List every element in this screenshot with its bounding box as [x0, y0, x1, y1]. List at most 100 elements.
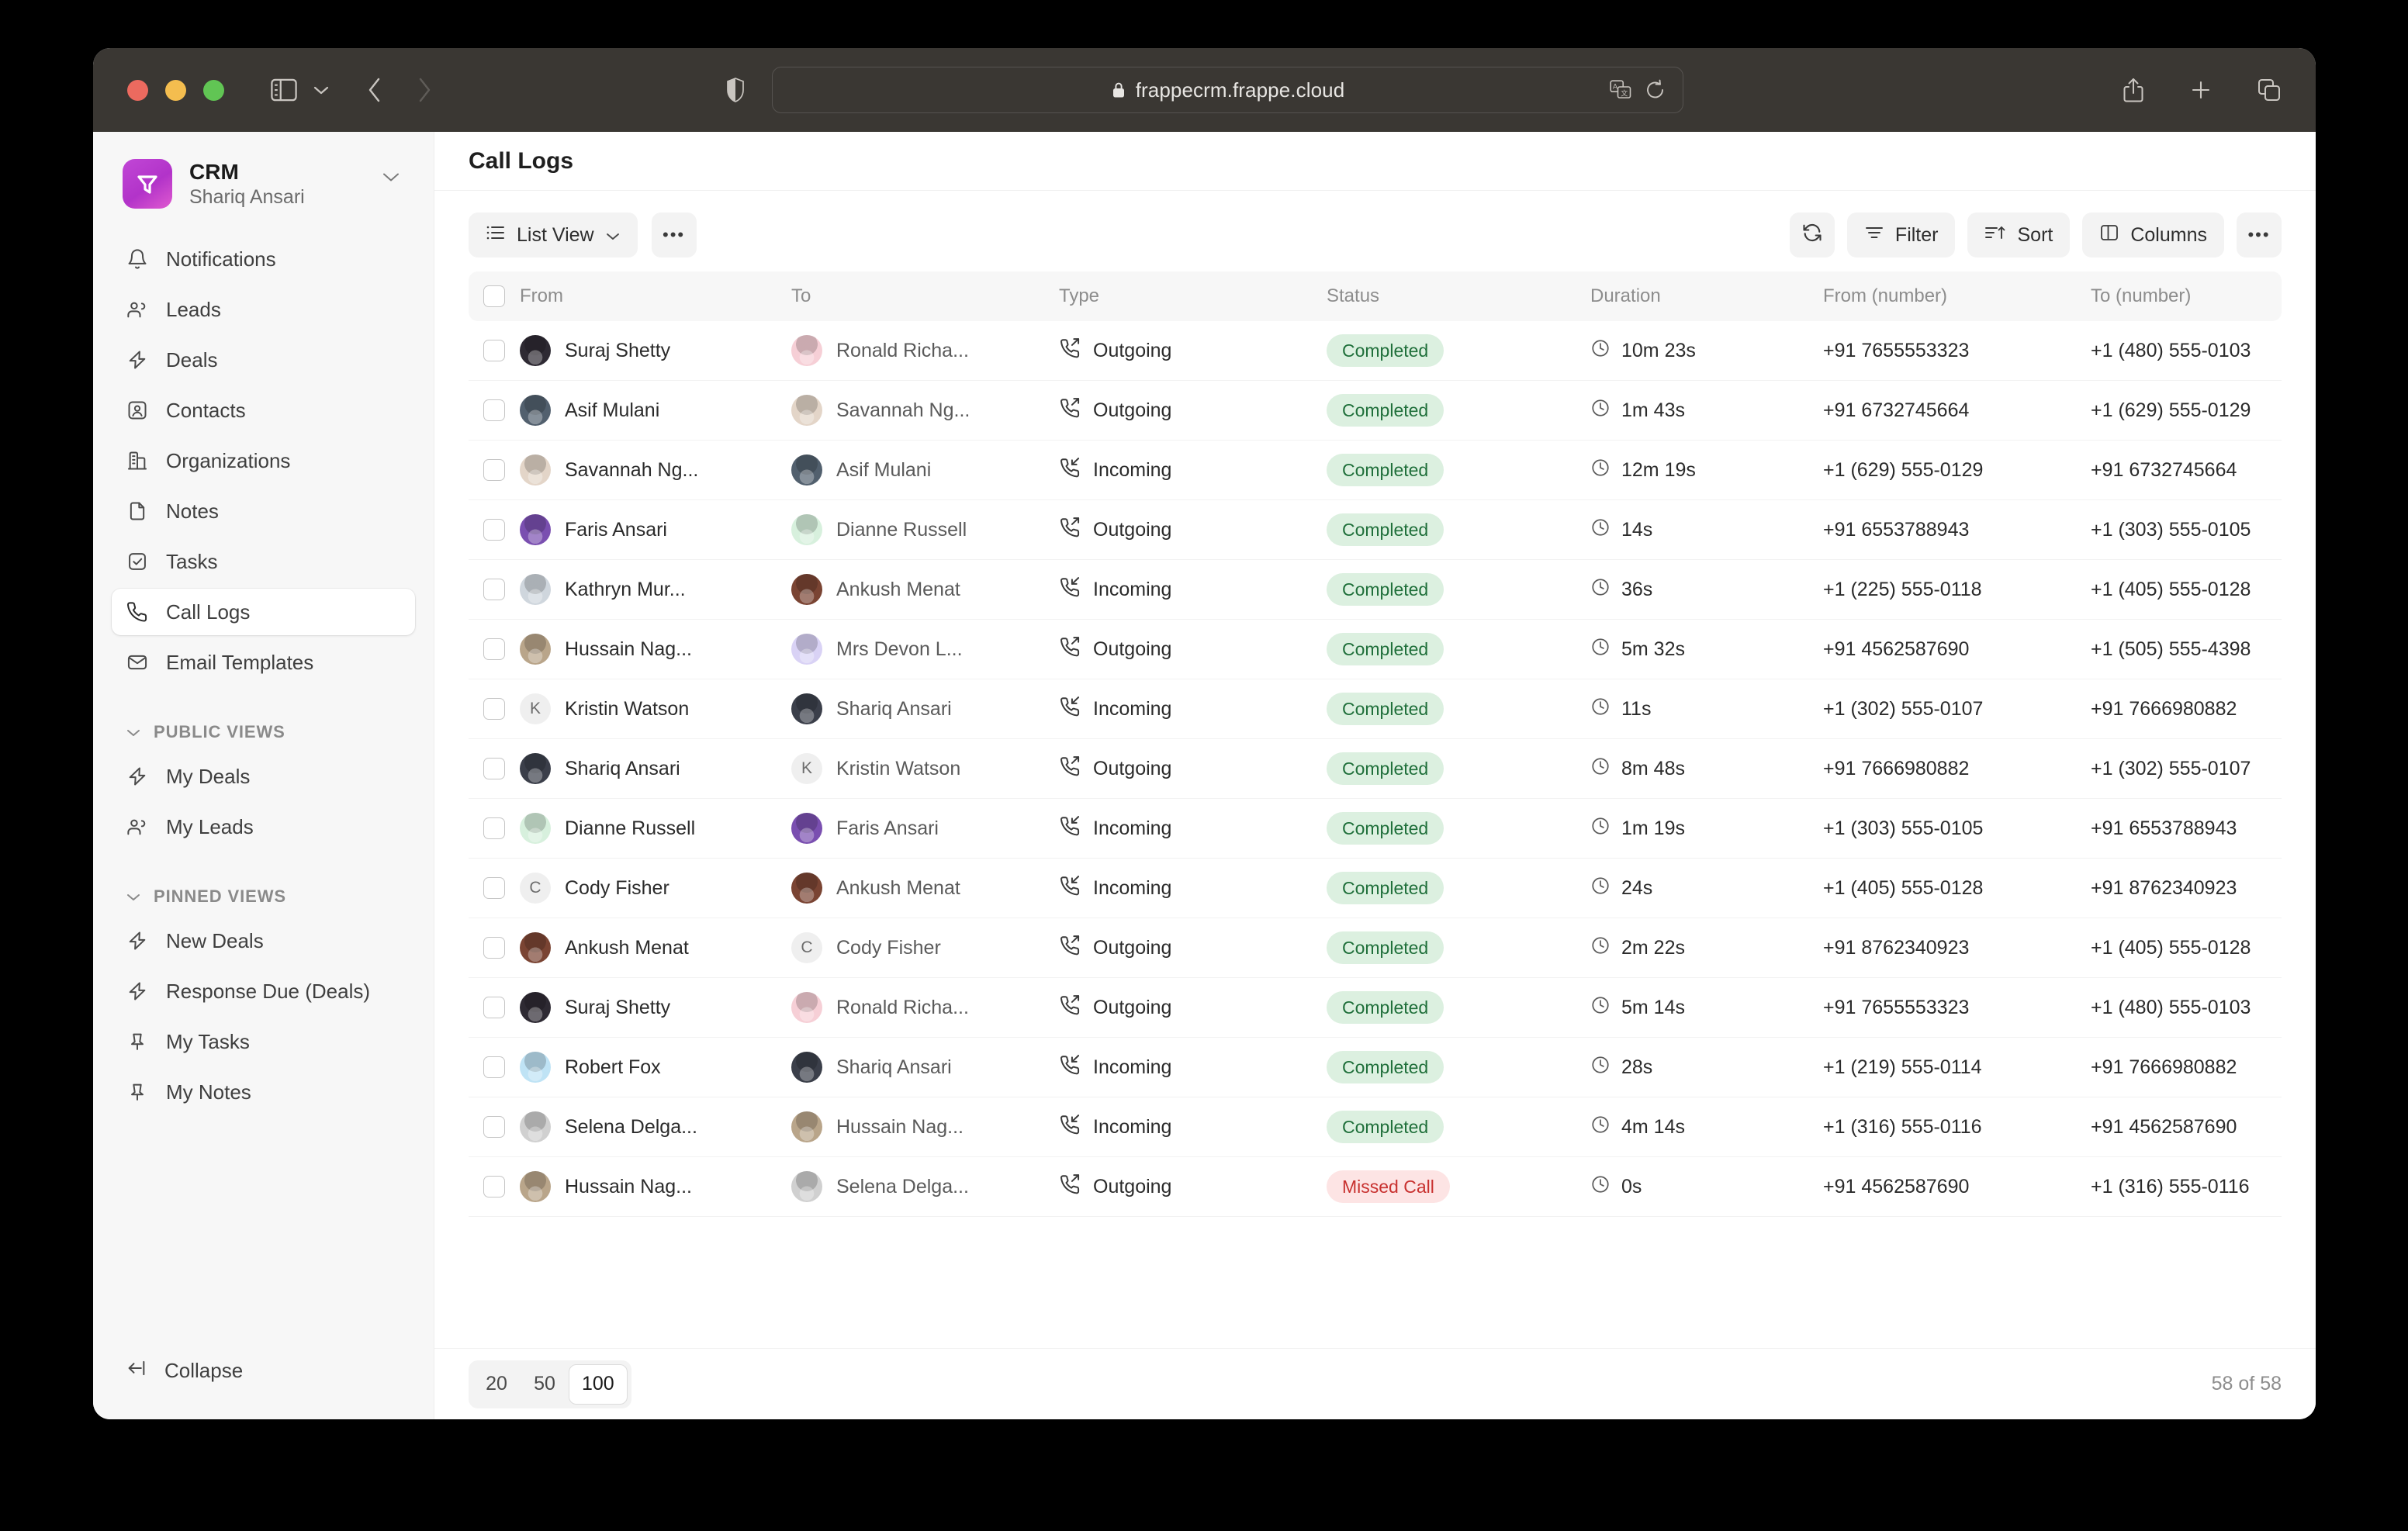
- plus-icon[interactable]: [2188, 78, 2213, 102]
- row-checkbox[interactable]: [483, 1116, 505, 1138]
- sort-button[interactable]: Sort: [1967, 213, 2071, 257]
- cell-type: Outgoing: [1059, 935, 1327, 962]
- share-icon[interactable]: [2122, 77, 2145, 103]
- table-row[interactable]: Ankush Menat C Cody Fisher Outgoing Complete…: [469, 918, 2282, 978]
- tab-overview-icon[interactable]: [2257, 78, 2282, 102]
- table-row[interactable]: Suraj Shetty Ronald Richa... Outgoing Compl…: [469, 321, 2282, 381]
- table-row[interactable]: Kathryn Mur... Ankush Menat Incoming Comple…: [469, 560, 2282, 620]
- view-selector-button[interactable]: List View: [469, 213, 638, 257]
- table-row[interactable]: Hussain Nag... Selena Delga... Outgoing Mis…: [469, 1157, 2282, 1217]
- close-window-button[interactable]: [127, 79, 148, 101]
- row-checkbox[interactable]: [483, 519, 505, 541]
- row-checkbox[interactable]: [483, 698, 505, 720]
- row-checkbox[interactable]: [483, 638, 505, 660]
- row-checkbox[interactable]: [483, 1176, 505, 1197]
- outgoing-call-icon: [1059, 994, 1081, 1021]
- cell-type: Outgoing: [1059, 397, 1327, 424]
- sidebar-item-contacts[interactable]: Contacts: [112, 387, 415, 434]
- table-row[interactable]: Faris Ansari Dianne Russell Outgoing Comple…: [469, 500, 2282, 560]
- chevron-down-icon[interactable]: [313, 85, 330, 95]
- workspace-switcher[interactable]: CRM Shariq Ansari: [112, 140, 415, 217]
- address-bar[interactable]: frappecrm.frappe.cloud A 文: [772, 67, 1683, 113]
- privacy-shield-icon[interactable]: [725, 77, 746, 103]
- row-checkbox[interactable]: [483, 399, 505, 421]
- sidebar-item-email-templates[interactable]: Email Templates: [112, 639, 415, 686]
- table-row[interactable]: Asif Mulani Savannah Ng... Outgoing Complet…: [469, 381, 2282, 441]
- table-row[interactable]: K Kristin Watson Shariq Ansari Incoming Comp…: [469, 679, 2282, 739]
- sidebar-item-notifications[interactable]: Notifications: [112, 236, 415, 282]
- filter-button[interactable]: Filter: [1846, 213, 1956, 257]
- table-row[interactable]: Selena Delga... Hussain Nag... Incoming Com…: [469, 1097, 2282, 1157]
- collapse-sidebar-button[interactable]: Collapse: [112, 1348, 415, 1393]
- refresh-button[interactable]: [1789, 213, 1835, 257]
- table-row[interactable]: C Cody Fisher Ankush Menat Incoming Complete…: [469, 859, 2282, 918]
- from-name: Ankush Menat: [565, 936, 689, 959]
- group-label: PUBLIC VIEWS: [154, 722, 285, 742]
- row-checkbox[interactable]: [483, 579, 505, 600]
- row-checkbox[interactable]: [483, 459, 505, 481]
- sidebar-item-new-deals[interactable]: New Deals: [112, 918, 415, 964]
- cell-to-number: +1 (303) 555-0105: [2091, 518, 2251, 541]
- public-views-header[interactable]: PUBLIC VIEWS: [112, 711, 415, 753]
- table-row[interactable]: Robert Fox Shariq Ansari Incoming Completed…: [469, 1038, 2282, 1097]
- incoming-call-icon: [1059, 1054, 1081, 1081]
- forward-arrow-icon[interactable]: [417, 77, 432, 103]
- row-checkbox[interactable]: [483, 937, 505, 959]
- column-header-from[interactable]: From: [520, 285, 563, 306]
- sidebar-item-response-due-deals[interactable]: Response Due (Deals): [112, 968, 415, 1014]
- sidebar-item-my-leads[interactable]: My Leads: [112, 804, 415, 850]
- table-row[interactable]: Shariq Ansari K Kristin Watson Outgoing Comp…: [469, 739, 2282, 799]
- page-size-100[interactable]: 100: [569, 1363, 628, 1405]
- sidebar-item-my-notes[interactable]: My Notes: [112, 1069, 415, 1115]
- sidebar-item-leads[interactable]: Leads: [112, 286, 415, 333]
- table-row[interactable]: Dianne Russell Faris Ansari Incoming Comple…: [469, 799, 2282, 859]
- sidebar-item-notes[interactable]: Notes: [112, 488, 415, 534]
- column-header-to[interactable]: To: [791, 285, 811, 306]
- cell-status: Missed Call: [1327, 1170, 1590, 1203]
- column-header-to-number[interactable]: To (number): [2091, 285, 2192, 306]
- translate-icon[interactable]: A 文: [1610, 80, 1631, 100]
- sidebar-item-label: New Deals: [166, 928, 264, 952]
- sidebar-item-my-tasks[interactable]: My Tasks: [112, 1018, 415, 1065]
- sidebar-toggle-icon[interactable]: [271, 78, 297, 102]
- table-row[interactable]: Suraj Shetty Ronald Richa... Outgoing Compl…: [469, 978, 2282, 1038]
- sidebar-item-organizations[interactable]: Organizations: [112, 437, 415, 484]
- sidebar-item-call-logs[interactable]: Call Logs: [112, 589, 415, 636]
- chevron-down-icon: [126, 886, 141, 907]
- column-header-from-number[interactable]: From (number): [1823, 285, 1948, 306]
- row-checkbox[interactable]: [483, 817, 505, 839]
- page-size-50[interactable]: 50: [521, 1364, 569, 1405]
- row-checkbox[interactable]: [483, 997, 505, 1018]
- column-header-duration[interactable]: Duration: [1590, 285, 1661, 306]
- browser-window: frappecrm.frappe.cloud A 文: [93, 48, 2316, 1419]
- sidebar-item-tasks[interactable]: Tasks: [112, 538, 415, 585]
- reload-icon[interactable]: [1645, 79, 1666, 101]
- table-row[interactable]: Hussain Nag... Mrs Devon L... Outgoing Comp…: [469, 620, 2282, 679]
- page-size-20[interactable]: 20: [472, 1364, 521, 1405]
- clock-icon: [1590, 458, 1611, 483]
- column-header-status[interactable]: Status: [1327, 285, 1380, 306]
- chevron-down-icon[interactable]: [381, 171, 401, 187]
- row-checkbox[interactable]: [483, 877, 505, 899]
- chevron-down-icon: [126, 722, 141, 742]
- avatar: [520, 335, 551, 366]
- view-options-button[interactable]: •••: [651, 213, 697, 257]
- maximize-window-button[interactable]: [203, 79, 224, 101]
- row-checkbox[interactable]: [483, 340, 505, 361]
- pinned-views-header[interactable]: PINNED VIEWS: [112, 876, 415, 918]
- sidebar-item-deals[interactable]: Deals: [112, 337, 415, 383]
- column-header-type[interactable]: Type: [1059, 285, 1100, 306]
- minimize-window-button[interactable]: [165, 79, 186, 101]
- select-all-checkbox[interactable]: [483, 285, 505, 307]
- workspace-user: Shariq Ansari: [189, 186, 305, 208]
- columns-button[interactable]: Columns: [2082, 213, 2224, 257]
- row-checkbox[interactable]: [483, 1056, 505, 1078]
- more-actions-button[interactable]: •••: [2237, 213, 2282, 257]
- sidebar-item-my-deals[interactable]: My Deals: [112, 753, 415, 800]
- table-row[interactable]: Savannah Ng... Asif Mulani Incoming Complet…: [469, 441, 2282, 500]
- avatar: [791, 873, 822, 904]
- cell-status: Completed: [1327, 991, 1590, 1024]
- back-arrow-icon[interactable]: [367, 77, 382, 103]
- cell-from-number: +1 (629) 555-0129: [1823, 458, 1984, 481]
- row-checkbox[interactable]: [483, 758, 505, 779]
